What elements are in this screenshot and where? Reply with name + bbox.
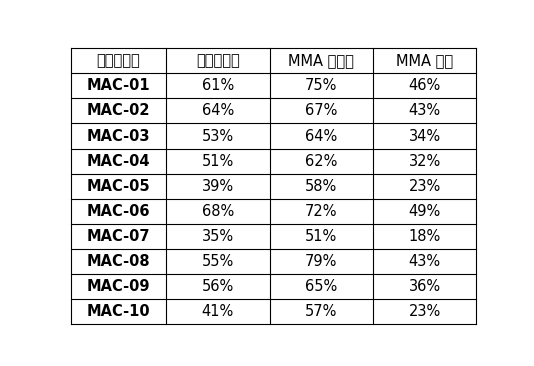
Text: 34%: 34% [409, 128, 441, 143]
Text: 39%: 39% [202, 179, 234, 194]
Text: 75%: 75% [305, 78, 337, 93]
Text: 67%: 67% [305, 104, 337, 119]
Text: 64%: 64% [202, 104, 234, 119]
Text: MMA 收率: MMA 收率 [396, 53, 453, 68]
Text: MMA 选择性: MMA 选择性 [288, 53, 354, 68]
Text: 61%: 61% [202, 78, 234, 93]
Text: 62%: 62% [305, 154, 337, 169]
Text: 18%: 18% [409, 229, 441, 244]
Text: 57%: 57% [305, 304, 337, 319]
Text: 53%: 53% [202, 128, 234, 143]
Text: MAC-09: MAC-09 [87, 279, 150, 294]
Text: MAC-02: MAC-02 [87, 104, 150, 119]
Text: 72%: 72% [305, 204, 337, 219]
Text: 32%: 32% [409, 154, 441, 169]
Text: MAC-10: MAC-10 [87, 304, 151, 319]
Text: MAC-05: MAC-05 [87, 179, 151, 194]
Text: MAC-01: MAC-01 [87, 78, 151, 93]
Text: MAC-06: MAC-06 [87, 204, 150, 219]
Text: 甲醛转化率: 甲醛转化率 [196, 53, 240, 68]
Text: 36%: 36% [409, 279, 441, 294]
Text: 51%: 51% [202, 154, 234, 169]
Text: 65%: 65% [305, 279, 337, 294]
Text: 23%: 23% [409, 179, 441, 194]
Text: MAC-07: MAC-07 [87, 229, 150, 244]
Text: MAC-08: MAC-08 [87, 254, 151, 269]
Text: MAC-03: MAC-03 [87, 128, 150, 143]
Text: 49%: 49% [409, 204, 441, 219]
Text: MAC-04: MAC-04 [87, 154, 150, 169]
Text: 55%: 55% [202, 254, 234, 269]
Text: 41%: 41% [202, 304, 234, 319]
Text: 43%: 43% [409, 254, 441, 269]
Text: 68%: 68% [202, 204, 234, 219]
Text: 64%: 64% [305, 128, 337, 143]
Text: 56%: 56% [202, 279, 234, 294]
Text: 35%: 35% [202, 229, 234, 244]
Text: 58%: 58% [305, 179, 337, 194]
Text: 催化剂编号: 催化剂编号 [97, 53, 140, 68]
Text: 46%: 46% [409, 78, 441, 93]
Text: 79%: 79% [305, 254, 337, 269]
Text: 51%: 51% [305, 229, 337, 244]
Text: 23%: 23% [409, 304, 441, 319]
Text: 43%: 43% [409, 104, 441, 119]
